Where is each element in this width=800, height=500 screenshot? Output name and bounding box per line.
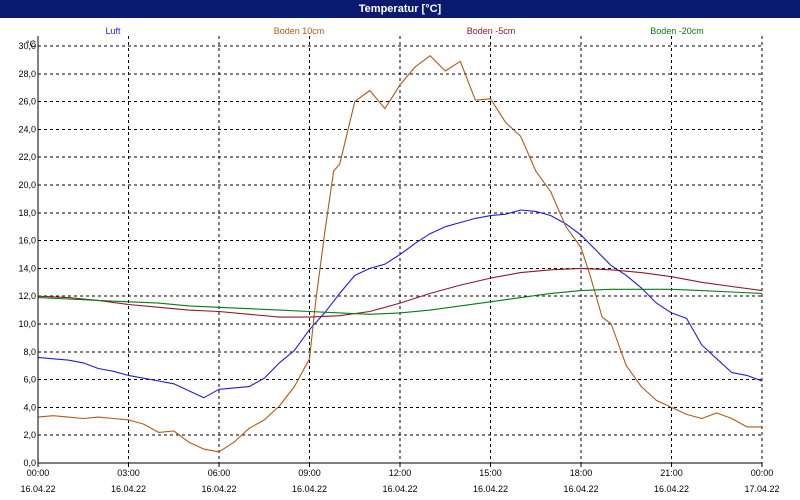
grid-lines <box>37 36 763 464</box>
x-tick-time: 00:00 <box>751 468 774 478</box>
y-tick-label: 10,0 <box>18 319 36 329</box>
legend-entry: Boden -5cm <box>467 26 516 36</box>
y-tick-label: 0,0 <box>23 458 36 468</box>
y-axis-unit: °C <box>26 39 37 49</box>
y-tick-label: 12,0 <box>18 291 36 301</box>
y-tick-label: 4,0 <box>23 402 36 412</box>
y-tick-label: 30,0 <box>18 41 36 51</box>
x-tick-date: 16.04.22 <box>563 484 598 494</box>
x-tick-time: 18:00 <box>570 468 593 478</box>
series-line-boden-20cm <box>37 288 763 315</box>
x-tick-time: 03:00 <box>117 468 140 478</box>
x-tick-time: 09:00 <box>298 468 321 478</box>
x-tick-date: 16.04.22 <box>382 484 417 494</box>
y-tick-label: 8,0 <box>23 347 36 357</box>
x-tick-time: 15:00 <box>479 468 502 478</box>
legend: Luft Boden 10cm Boden -5cm Boden -20cm <box>105 26 703 36</box>
chart-title: Temperatur [°C] <box>0 0 800 18</box>
series-line-boden-5cm <box>37 267 763 318</box>
legend-entry: Boden 10cm <box>274 26 325 36</box>
x-tick-date: 16.04.22 <box>654 484 689 494</box>
legend-entry: Luft <box>105 26 121 36</box>
y-tick-label: 22,0 <box>18 152 36 162</box>
x-tick-date: 17.04.22 <box>744 484 779 494</box>
x-tick-date: 16.04.22 <box>201 484 236 494</box>
legend-entry: Boden -20cm <box>650 26 704 36</box>
series-lines <box>37 55 763 453</box>
x-tick-time: 00:00 <box>27 468 50 478</box>
y-tick-label: 16,0 <box>18 236 36 246</box>
series-line-boden-10cm <box>37 55 762 453</box>
axes: 0,0 2,0 4,0 6,0 8,0 10,0 12,0 14,0 16,0 18,0 20,0 2… <box>18 36 780 494</box>
x-tick-time: 21:00 <box>660 468 683 478</box>
x-tick-time: 06:00 <box>208 468 231 478</box>
x-tick-date: 16.04.22 <box>111 484 146 494</box>
x-tick-date: 16.04.22 <box>292 484 327 494</box>
y-tick-label: 28,0 <box>18 69 36 79</box>
y-tick-label: 14,0 <box>18 263 36 273</box>
series-line-luft <box>37 209 763 399</box>
y-tick-label: 20,0 <box>18 180 36 190</box>
y-tick-label: 24,0 <box>18 124 36 134</box>
y-tick-label: 2,0 <box>23 430 36 440</box>
y-tick-label: 6,0 <box>23 375 36 385</box>
y-tick-label: 26,0 <box>18 97 36 107</box>
y-tick-label: 18,0 <box>18 208 36 218</box>
x-tick-date: 16.04.22 <box>20 484 55 494</box>
x-tick-time: 12:00 <box>389 468 412 478</box>
x-tick-date: 16.04.22 <box>473 484 508 494</box>
